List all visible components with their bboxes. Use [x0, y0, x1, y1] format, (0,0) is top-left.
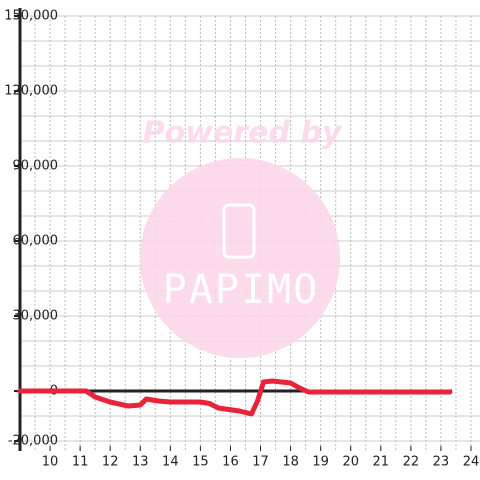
x-tick-label: 24	[463, 455, 480, 470]
x-tick-label: 22	[403, 455, 420, 470]
y-tick-label: 30,000	[13, 309, 59, 324]
x-tick-label: 17	[252, 455, 269, 470]
y-tick-label: -20,000	[8, 434, 58, 449]
y-tick-label: 150,000	[4, 9, 58, 24]
x-tick-label: 10	[42, 455, 59, 470]
x-tick-label: 14	[162, 455, 179, 470]
watermark-brand: PAPIMO	[163, 267, 320, 313]
x-tick-label: 16	[222, 455, 239, 470]
data-line	[17, 378, 453, 417]
y-tick-label: 60,000	[13, 234, 59, 249]
x-tick-label: 20	[342, 455, 359, 470]
x-tick-label: 19	[312, 455, 329, 470]
x-tick-label: 11	[72, 455, 89, 470]
x-tick-label: 23	[433, 455, 450, 470]
x-tick-label: 18	[282, 455, 299, 470]
y-tick-label: 90,000	[13, 159, 59, 174]
watermark: Powered by PAPIMO	[140, 116, 343, 358]
x-tick-label: 13	[132, 455, 149, 470]
x-tick-label: 12	[102, 455, 119, 470]
watermark-title: Powered by	[143, 116, 343, 151]
watermark-icon	[222, 203, 256, 259]
y-tick-label: 120,000	[4, 84, 58, 99]
x-tick-label: 15	[192, 455, 209, 470]
x-tick-label: 21	[373, 455, 390, 470]
